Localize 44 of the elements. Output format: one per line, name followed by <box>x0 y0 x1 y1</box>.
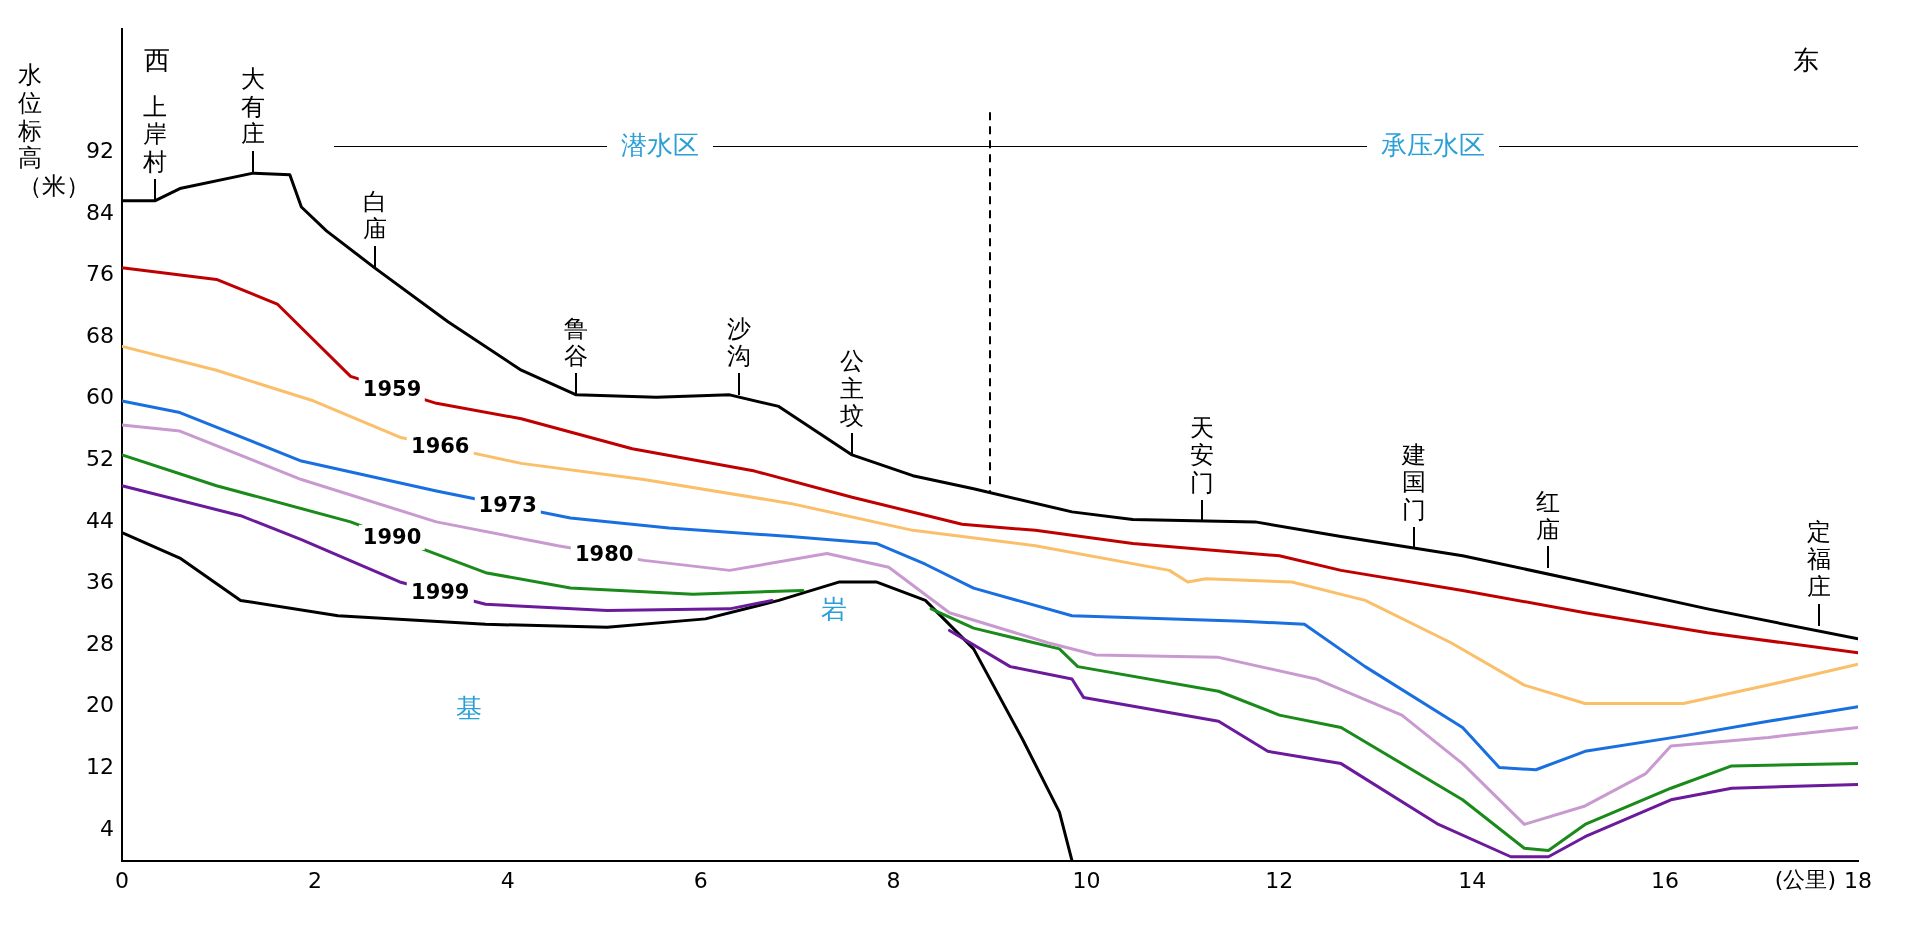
x-tick-label: 2 <box>307 867 322 893</box>
series-label: 1980 <box>570 541 638 566</box>
x-tick-label: 4 <box>500 867 515 893</box>
x-tick-label: 12 <box>1265 867 1294 893</box>
y-tick-label: 36 <box>85 569 114 595</box>
x-tick-label: 14 <box>1458 867 1487 893</box>
annotation: 建国门 <box>1402 441 1427 525</box>
annotation: 白庙 <box>362 187 387 244</box>
y-tick-label: 28 <box>85 630 114 656</box>
annotation: 公主坟 <box>840 347 865 431</box>
annotation: 上岸村 <box>142 93 167 177</box>
x-tick-label: 0 <box>114 867 129 893</box>
x-tick-label: 16 <box>1651 867 1680 893</box>
series-label: 1966 <box>407 433 474 458</box>
series-label: 1990 <box>358 525 426 550</box>
annotation: 东 <box>1792 44 1819 76</box>
y-tick-label: 68 <box>85 322 114 348</box>
series-label: 1999 <box>407 580 474 605</box>
y-tick-label: 52 <box>85 446 114 472</box>
x-tick-label: 6 <box>693 867 708 893</box>
series-label: 1973 <box>474 493 541 518</box>
y-tick-label: 60 <box>85 384 114 410</box>
annotation: 岩 <box>820 593 847 625</box>
x-axis-title: (公里) <box>1774 866 1836 892</box>
annotation: 潜水区 <box>617 129 704 161</box>
series-label: 1959 <box>358 377 426 402</box>
x-tick-label: 8 <box>886 867 901 893</box>
annotation: 天安门 <box>1190 414 1215 498</box>
annotation: 红庙 <box>1536 487 1561 545</box>
annotation: 基 <box>456 693 483 725</box>
y-tick-label: 20 <box>85 692 114 718</box>
annotation: 大有庄 <box>241 65 266 150</box>
x-tick-label: 10 <box>1072 867 1101 893</box>
y-tick-label: 4 <box>99 815 114 841</box>
annotation: 承压水区 <box>1376 129 1489 161</box>
annotation: 定福庄 <box>1807 518 1832 602</box>
y-tick-label: 44 <box>85 507 114 533</box>
annotation: 鲁谷 <box>564 314 589 371</box>
annotation: 沙沟 <box>727 314 752 371</box>
y-tick-label: 12 <box>85 753 114 779</box>
y-tick-label: 84 <box>85 199 114 225</box>
x-tick-label: 18 <box>1844 867 1872 893</box>
y-tick-label: 76 <box>85 261 114 287</box>
annotation: 西 <box>143 44 170 76</box>
